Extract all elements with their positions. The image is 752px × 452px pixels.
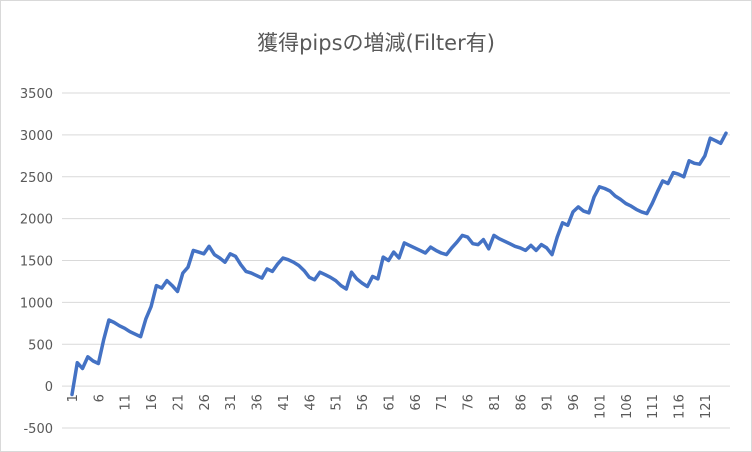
x-tick-label: 66 — [409, 394, 424, 411]
x-tick-label: 61 — [382, 394, 397, 411]
y-tick-label: 2000 — [20, 213, 53, 228]
x-tick-label: 96 — [567, 394, 582, 411]
x-tick-label: 81 — [488, 394, 503, 411]
y-tick-label: 3000 — [20, 129, 53, 144]
x-tick-label: 121 — [699, 394, 714, 419]
y-tick-label: 1500 — [20, 255, 53, 270]
x-tick-label: 116 — [673, 394, 688, 419]
y-tick-label: 1000 — [20, 296, 53, 311]
y-tick-label: 0 — [45, 380, 53, 395]
x-tick-label: 36 — [251, 394, 266, 411]
x-tick-label: 31 — [224, 394, 239, 411]
x-tick-label: 1 — [66, 394, 81, 402]
y-tick-label: 500 — [28, 338, 53, 353]
x-tick-label: 76 — [462, 394, 477, 411]
x-tick-label: 111 — [646, 394, 661, 419]
x-tick-label: 71 — [435, 394, 450, 411]
y-tick-label: 3500 — [20, 87, 53, 102]
x-tick-label: 11 — [119, 394, 134, 411]
x-tick-label: 106 — [620, 394, 635, 419]
x-tick-label: 6 — [92, 394, 107, 402]
x-tick-label: 26 — [198, 394, 213, 411]
x-tick-label: 16 — [145, 394, 160, 411]
chart-title: 獲得pipsの増減(Filter有) — [257, 31, 495, 55]
x-tick-label: 21 — [171, 394, 186, 411]
data-line — [70, 131, 728, 397]
x-tick-label: 56 — [356, 394, 371, 411]
x-tick-label: 46 — [303, 394, 318, 411]
y-tick-label: 2500 — [20, 171, 53, 186]
x-tick-label: 101 — [593, 394, 608, 419]
y-tick-label: -500 — [23, 422, 53, 437]
x-tick-label: 41 — [277, 394, 292, 411]
x-tick-label: 51 — [330, 394, 345, 411]
x-tick-label: 86 — [514, 394, 529, 411]
x-tick-label: 91 — [541, 394, 556, 411]
